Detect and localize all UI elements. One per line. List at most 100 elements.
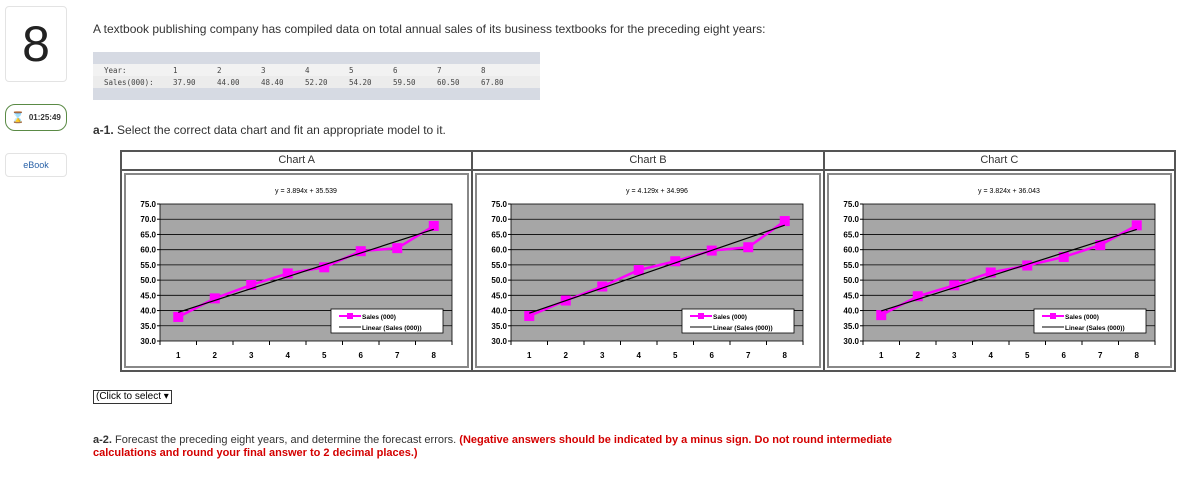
sales-cell: 48.40 <box>261 77 284 87</box>
legend-sales-label: Sales (000) <box>713 314 747 321</box>
chart-title: Chart C <box>824 152 1174 171</box>
chart-select-dropdown[interactable]: (Click to select ▾ <box>93 390 172 404</box>
legend-trend-label: Linear (Sales (000)) <box>362 325 422 332</box>
chart-b: y = 4.129x + 34.996 75.0 70.0 65.0 60.0 55.0 5… <box>475 173 821 368</box>
x-tick-label: 3 <box>249 351 254 360</box>
data-point <box>948 280 959 291</box>
x-tick-label: 6 <box>710 351 715 360</box>
chart-c: y = 3.824x + 36.043 75.0 70.0 65.0 60.0 55.0 5… <box>826 173 1172 368</box>
year-cell: 1 <box>173 65 178 75</box>
data-point <box>392 243 403 254</box>
chart-svg: y = 3.894x + 35.539 75.0 70.0 65.0 60.0 55.0 5… <box>140 188 453 360</box>
select-value: (Click to select <box>96 391 162 402</box>
data-point <box>985 267 996 278</box>
legend-sales-label: Sales (000) <box>362 314 396 321</box>
legend-sales-marker <box>1049 313 1056 319</box>
sales-cell: 67.80 <box>481 77 504 87</box>
y-tick-label: 30.0 <box>843 337 859 346</box>
data-point <box>1094 240 1105 251</box>
y-tick-label: 30.0 <box>492 337 508 346</box>
year-cell: 6 <box>393 65 398 75</box>
x-tick-label: 2 <box>213 351 218 360</box>
x-tick-label: 7 <box>395 351 400 360</box>
x-tick-label: 8 <box>432 351 437 360</box>
data-point <box>246 279 257 290</box>
y-tick-label: 50.0 <box>140 276 156 285</box>
x-tick-label: 7 <box>1098 351 1103 360</box>
chevron-down-icon: ▾ <box>163 391 169 402</box>
part-a1-prompt: a-1. Select the correct data chart and f… <box>93 123 446 137</box>
year-cell: 4 <box>305 65 310 75</box>
y-tick-label: 40.0 <box>140 307 156 316</box>
year-cell: 7 <box>437 65 442 75</box>
y-tick-label: 60.0 <box>140 246 156 255</box>
y-tick-label: 55.0 <box>492 261 508 270</box>
chart-title: Chart B <box>473 152 823 171</box>
y-tick-label: 40.0 <box>492 307 508 316</box>
x-tick-label: 5 <box>322 351 327 360</box>
data-point <box>875 310 886 321</box>
data-point <box>319 262 330 273</box>
sales-cell: 37.90 <box>173 77 196 87</box>
y-tick-label: 45.0 <box>843 291 859 300</box>
y-tick-label: 75.0 <box>843 200 859 209</box>
chart-a-cell: Chart A y = 3.894x + 35.539 75.0 70.0 65.0 60… <box>122 152 474 370</box>
data-point <box>780 216 791 227</box>
trend-equation: y = 3.824x + 36.043 <box>978 188 1040 195</box>
y-tick-label: 70.0 <box>140 215 156 224</box>
trend-equation: y = 4.129x + 34.996 <box>626 188 688 195</box>
year-label: Year: <box>104 65 127 75</box>
year-cell: 5 <box>349 65 354 75</box>
x-tick-label: 6 <box>1061 351 1066 360</box>
sales-cell: 54.20 <box>349 77 372 87</box>
x-tick-label: 5 <box>673 351 678 360</box>
y-tick-label: 30.0 <box>140 337 156 346</box>
a1-label: a-1. <box>93 123 114 137</box>
trend-equation: y = 3.894x + 35.539 <box>275 188 337 195</box>
chart-options-table: Chart A y = 3.894x + 35.539 75.0 70.0 65.0 60… <box>120 150 1176 372</box>
year-cell: 8 <box>481 65 486 75</box>
data-point <box>209 293 220 304</box>
hourglass-icon: ⌛ <box>11 112 25 124</box>
y-tick-label: 65.0 <box>492 230 508 239</box>
x-tick-label: 1 <box>176 351 181 360</box>
x-tick-label: 2 <box>915 351 920 360</box>
x-tick-label: 3 <box>952 351 957 360</box>
sales-row: Sales(000): 37.90 44.00 48.40 52.20 54.20 59.5… <box>93 76 540 88</box>
legend-sales-marker <box>347 313 353 319</box>
part-a2-prompt: a-2. Forecast the preceding eight years,… <box>93 434 893 460</box>
y-tick-label: 65.0 <box>140 230 156 239</box>
question-number: 8 <box>5 6 67 82</box>
x-tick-label: 1 <box>879 351 884 360</box>
year-cell: 2 <box>217 65 222 75</box>
a2-label: a-2. <box>93 434 112 446</box>
trend-line <box>529 224 786 314</box>
y-tick-label: 35.0 <box>843 322 859 331</box>
y-tick-label: 40.0 <box>843 307 859 316</box>
sales-cell: 60.50 <box>437 77 460 87</box>
a2-instructions: (Negative answers should be indicated by… <box>93 434 893 459</box>
y-tick-label: 75.0 <box>492 200 508 209</box>
x-tick-label: 6 <box>359 351 364 360</box>
x-tick-label: 4 <box>286 351 291 360</box>
ebook-button[interactable]: eBook <box>5 153 67 177</box>
data-point <box>1021 260 1032 271</box>
year-row: Year: 1 2 3 4 5 6 7 8 <box>93 64 540 76</box>
data-point <box>634 265 645 276</box>
y-tick-label: 35.0 <box>140 322 156 331</box>
y-tick-label: 60.0 <box>843 246 859 255</box>
y-tick-label: 50.0 <box>492 276 508 285</box>
x-tick-label: 8 <box>783 351 788 360</box>
x-tick-label: 7 <box>746 351 751 360</box>
question-intro: A textbook publishing company has compil… <box>93 22 766 36</box>
x-tick-label: 2 <box>564 351 569 360</box>
legend-trend-label: Linear (Sales (000)) <box>713 325 773 332</box>
timer: ⌛ 01:25:49 <box>5 104 67 131</box>
a2-text: Forecast the preceding eight years, and … <box>115 434 457 446</box>
timer-value: 01:25:49 <box>28 113 61 122</box>
y-tick-label: 45.0 <box>492 291 508 300</box>
chart-svg: y = 3.824x + 36.043 75.0 70.0 65.0 60.0 55.0 5… <box>843 188 1156 360</box>
y-tick-label: 35.0 <box>492 322 508 331</box>
data-point <box>597 281 608 292</box>
data-point <box>1058 251 1069 262</box>
